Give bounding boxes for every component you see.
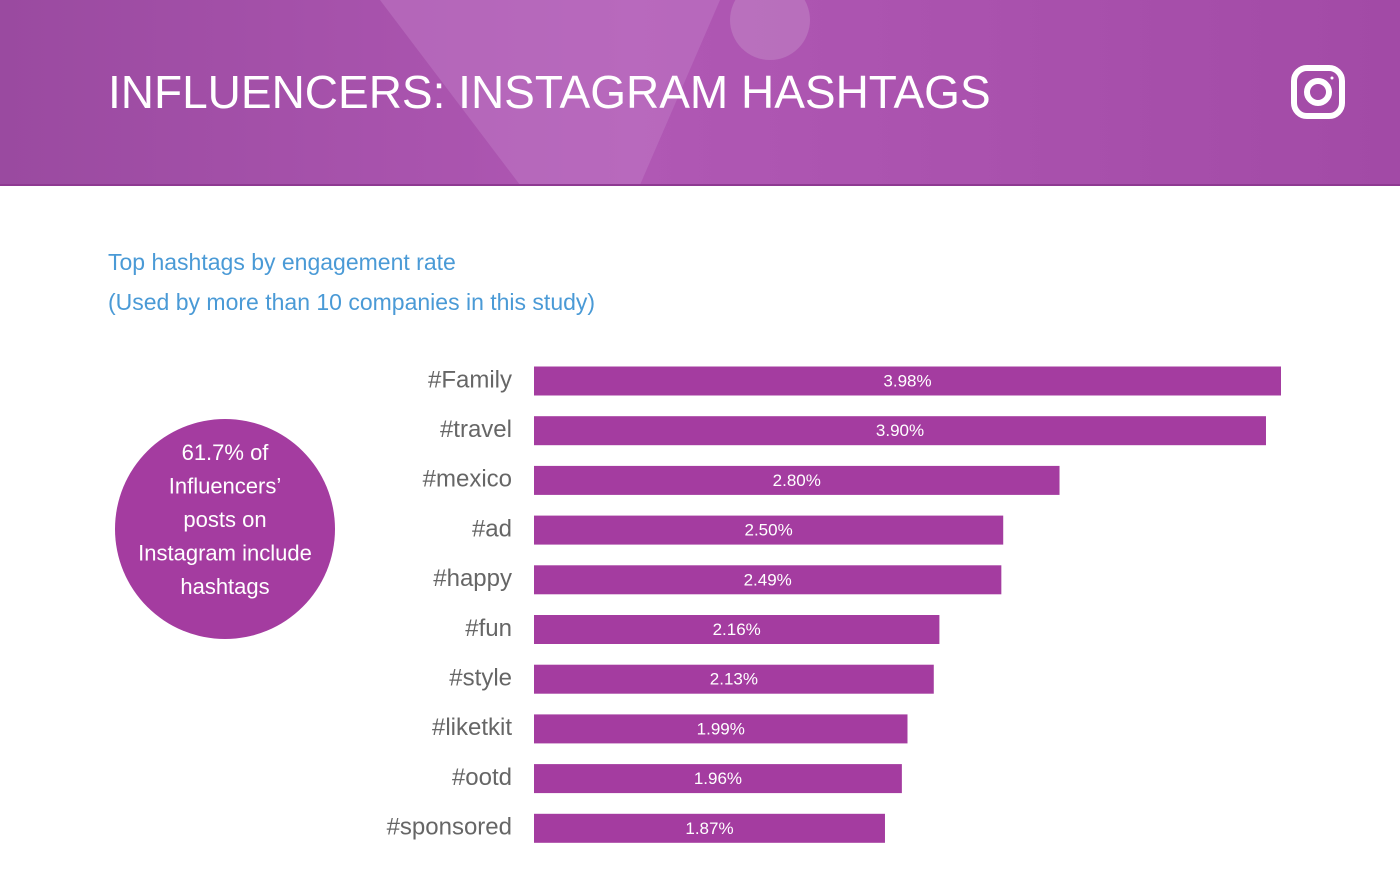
instagram-icon xyxy=(1291,65,1345,119)
data-label: 1.87% xyxy=(685,819,733,838)
data-label: 2.13% xyxy=(710,670,758,689)
data-label: 3.90% xyxy=(876,421,924,440)
y-tick-label: #liketkit xyxy=(432,714,512,741)
data-label: 2.16% xyxy=(713,620,761,639)
bar xyxy=(534,515,1004,545)
bar xyxy=(534,565,1002,595)
bar xyxy=(534,764,902,794)
subtitle: (Used by more than 10 companies in this … xyxy=(108,289,595,315)
y-tick-label: #ootd xyxy=(452,764,512,791)
y-tick-label: #style xyxy=(449,665,512,692)
bar xyxy=(534,615,940,644)
bar xyxy=(534,416,1266,446)
bar xyxy=(534,714,908,744)
stat-text: posts on xyxy=(183,507,266,532)
y-tick-label: #sponsored xyxy=(387,814,512,841)
bar xyxy=(534,465,1060,495)
data-label: 2.80% xyxy=(773,471,821,490)
bar xyxy=(534,664,934,694)
bar xyxy=(534,813,885,843)
bar xyxy=(534,366,1281,396)
header-decor xyxy=(730,0,810,60)
data-label: 3.98% xyxy=(883,371,931,390)
data-label: 1.99% xyxy=(697,719,745,738)
data-label: 2.50% xyxy=(745,521,793,540)
y-tick-label: #happy xyxy=(433,565,512,592)
y-tick-label: #travel xyxy=(440,416,512,443)
y-tick-label: #fun xyxy=(465,615,512,642)
chart-title: INFLUENCERS: INSTAGRAM HASHTAGS xyxy=(108,66,991,118)
stat-text: Influencers’ xyxy=(169,473,282,498)
data-label: 1.96% xyxy=(694,769,742,788)
subtitle: Top hashtags by engagement rate xyxy=(108,249,456,275)
stat-circle xyxy=(115,419,335,639)
data-label: 2.49% xyxy=(744,570,792,589)
y-tick-label: #Family xyxy=(428,366,512,393)
y-tick-label: #mexico xyxy=(423,466,512,493)
y-tick-label: #ad xyxy=(472,515,512,542)
stat-text: Instagram include xyxy=(138,540,312,565)
header-decor xyxy=(380,0,720,185)
stat-text: 61.7% of xyxy=(182,440,270,465)
stat-text: hashtags xyxy=(180,574,269,599)
